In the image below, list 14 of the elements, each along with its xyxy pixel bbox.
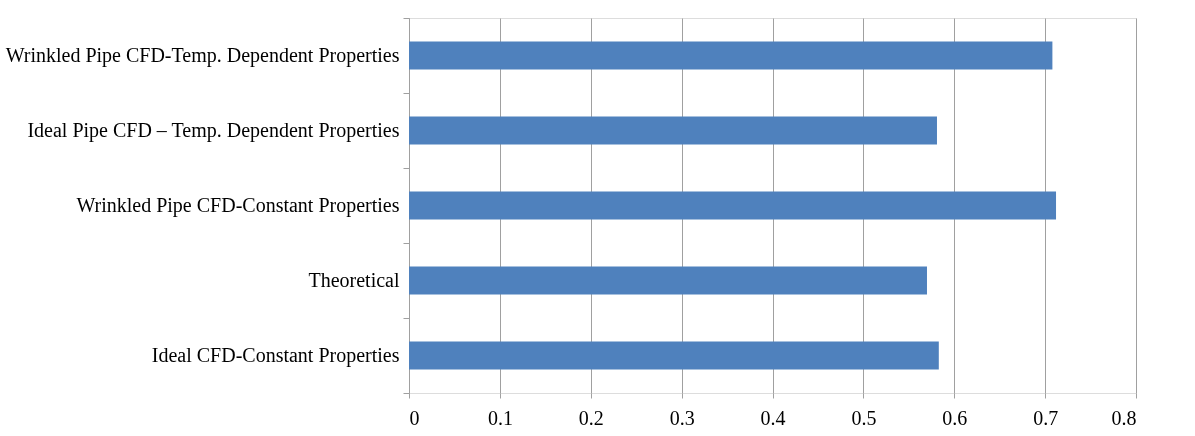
x-tick-label: 0.5: [851, 406, 877, 429]
x-tick-label: 0.7: [1033, 406, 1059, 429]
y-tick-label: Theoretical: [308, 269, 400, 291]
x-tick-label: 0.4: [760, 406, 786, 429]
y-tick-label: Ideal CFD-Constant Properties: [151, 344, 400, 367]
x-tick-label: 0.3: [669, 406, 695, 429]
x-tick-label: 0.1: [487, 406, 513, 429]
y-tick-label: Wrinkled Pipe CFD-Temp. Dependent Properties: [5, 44, 400, 67]
x-tick-label: 0: [409, 406, 420, 429]
y-tick-label: Wrinkled Pipe CFD-Constant Properties: [76, 194, 400, 217]
x-tick-label: 0.6: [942, 406, 968, 429]
y-tick-label: Ideal Pipe CFD – Temp. Dependent Properties: [27, 119, 400, 142]
x-tick-label: 0.8: [1111, 406, 1137, 429]
x-tick-label: 0.2: [578, 406, 604, 429]
